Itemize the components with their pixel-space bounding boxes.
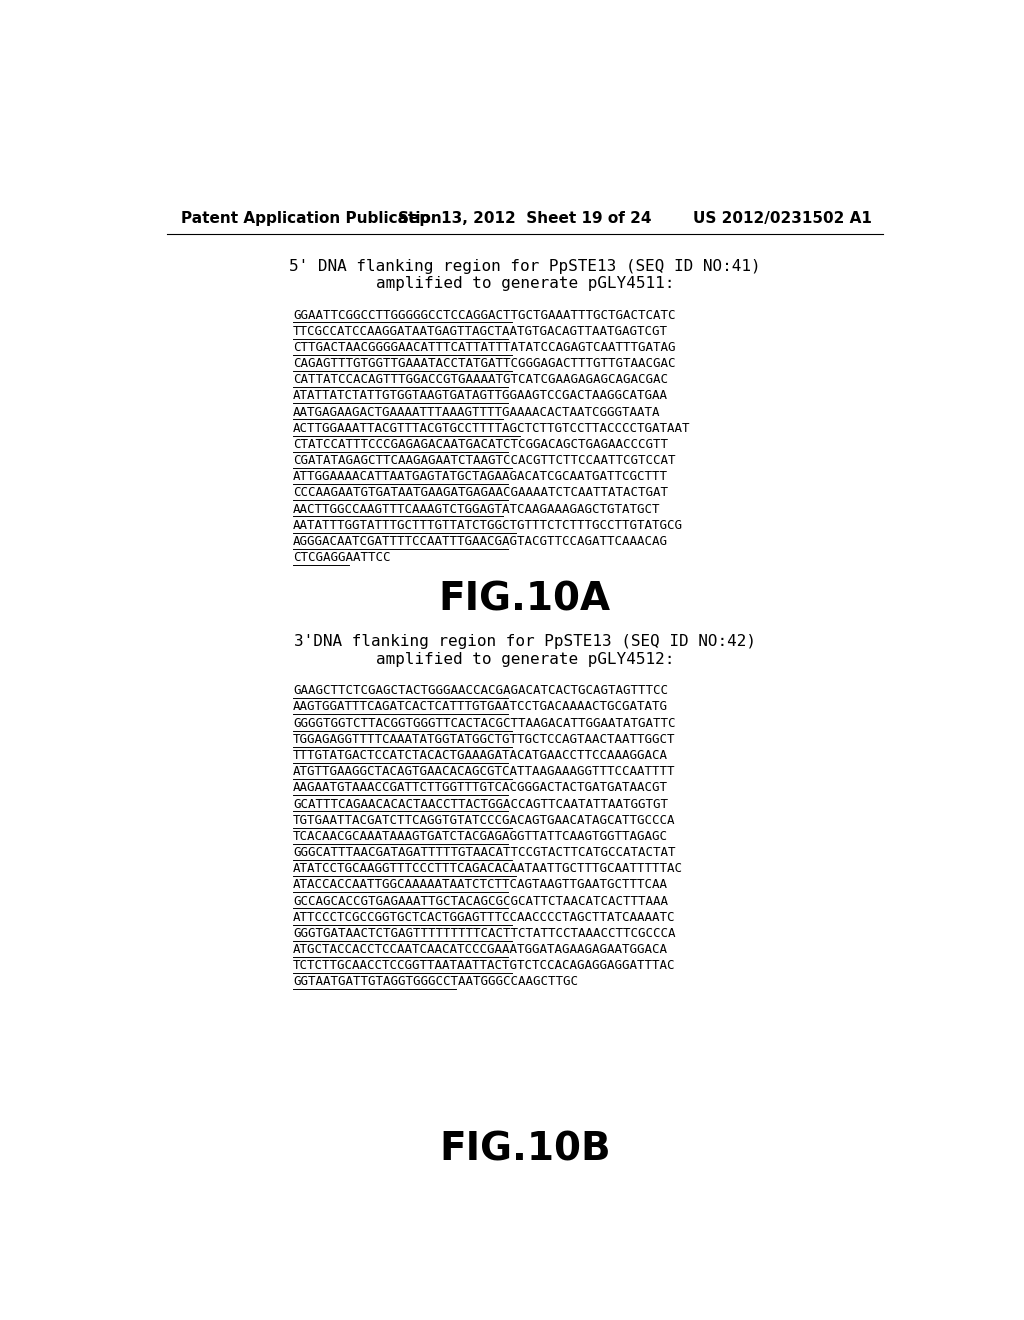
Text: TGTGAATTACGATCTTCAGGTGTATCCCGACAGTGAACATAGCATTGCCCA: TGTGAATTACGATCTTCAGGTGTATCCCGACAGTGAACAT… (293, 813, 676, 826)
Text: GAAGCTTCTCGAGCTACTGGGAACCACGAGACATCACTGCAGTAGTTTCC: GAAGCTTCTCGAGCTACTGGGAACCACGAGACATCACTGC… (293, 684, 668, 697)
Text: amplified to generate pGLY4511:: amplified to generate pGLY4511: (376, 276, 674, 292)
Text: Patent Application Publication: Patent Application Publication (180, 211, 441, 226)
Text: ATACCACCAATTGGCAAAAATAATCTCTTCAGTAAGTTGAATGCTTTCAA: ATACCACCAATTGGCAAAAATAATCTCTTCAGTAAGTTGA… (293, 878, 668, 891)
Text: ATATCCTGCAAGGTTTCCCTTTCAGACACAATAATTGCTTTGCAATTTTTAC: ATATCCTGCAAGGTTTCCCTTTCAGACACAATAATTGCTT… (293, 862, 683, 875)
Text: TGGAGAGGTTTTCAAATATGGTATGGCTGTTGCTCCAGTAACTAATTGGCT: TGGAGAGGTTTTCAAATATGGTATGGCTGTTGCTCCAGTA… (293, 733, 676, 746)
Text: TTCGCCATCCAAGGATAATGAGTTAGCTAATGTGACAGTTAATGAGTCGT: TTCGCCATCCAAGGATAATGAGTTAGCTAATGTGACAGTT… (293, 325, 668, 338)
Text: CATTATCCACAGTTTGGACCGTGAAAATGTCATCGAAGAGAGCAGACGAC: CATTATCCACAGTTTGGACCGTGAAAATGTCATCGAAGAG… (293, 374, 668, 387)
Text: ATATTATCTATTGTGGTAAGTGATAGTTGGAAGTCCGACTAAGGCATGAA: ATATTATCTATTGTGGTAAGTGATAGTTGGAAGTCCGACT… (293, 389, 668, 403)
Text: 3'DNA flanking region for PpSTE13 (SEQ ID NO:42): 3'DNA flanking region for PpSTE13 (SEQ I… (294, 635, 756, 649)
Text: ACTTGGAAATTACGTTTACGTGCCTTTTAGCTCTTGTCCTTACCCCTGATAAT: ACTTGGAAATTACGTTTACGTGCCTTTTAGCTCTTGTCCT… (293, 422, 690, 434)
Text: FIG.10B: FIG.10B (439, 1130, 610, 1168)
Text: GGAATTCGGCCTTGGGGGCCTCCAGGACTTGCTGAAATTTGCTGACTCATC: GGAATTCGGCCTTGGGGGCCTCCAGGACTTGCTGAAATTT… (293, 309, 676, 322)
Text: GGGTGATAACTCTGAGTTTTTTTTTCACTTCTATTCCTAAACCTTCGCCCA: GGGTGATAACTCTGAGTTTTTTTTTCACTTCTATTCCTAA… (293, 927, 676, 940)
Text: ATTCCCTCGCCGGTGCTCACTGGAGTTTCCAACCCCTAGCTTATCAAAATC: ATTCCCTCGCCGGTGCTCACTGGAGTTTCCAACCCCTAGC… (293, 911, 676, 924)
Text: CTATCCATTTCCCGAGAGACAATGACATCTCGGACAGCTGAGAACCCGTT: CTATCCATTTCCCGAGAGACAATGACATCTCGGACAGCTG… (293, 438, 668, 451)
Text: CGATATAGAGCTTCAAGAGAATCTAAGTCCACGTTCTTCCAATTCGTCCAT: CGATATAGAGCTTCAAGAGAATCTAAGTCCACGTTCTTCC… (293, 454, 676, 467)
Text: CAGAGTTTGTGGTTGAAATACCTATGATTCGGGAGACTTTGTTGTAACGAC: CAGAGTTTGTGGTTGAAATACCTATGATTCGGGAGACTTT… (293, 358, 676, 370)
Text: AACTTGGCCAAGTTTCAAAGTCTGGAGTATCAAGAAAGAGCTGTATGCT: AACTTGGCCAAGTTTCAAAGTCTGGAGTATCAAGAAAGAG… (293, 503, 660, 516)
Text: US 2012/0231502 A1: US 2012/0231502 A1 (693, 211, 872, 226)
Text: CCCAAGAATGTGATAATGAAGATGAGAACGAAAATCTCAATTATACTGAT: CCCAAGAATGTGATAATGAAGATGAGAACGAAAATCTCAA… (293, 487, 668, 499)
Text: amplified to generate pGLY4512:: amplified to generate pGLY4512: (376, 652, 674, 667)
Text: GCCAGCACCGTGAGAAATTGCTACAGCGCGCATTCTAACATCACTTTAAA: GCCAGCACCGTGAGAAATTGCTACAGCGCGCATTCTAACA… (293, 895, 668, 908)
Text: TCACAACGCAAATAAAGTGATCTACGAGAGGTTATTCAAGTGGTTAGAGC: TCACAACGCAAATAAAGTGATCTACGAGAGGTTATTCAAG… (293, 830, 668, 843)
Text: GGGGTGGTCTTACGGTGGGTTCACTACGCTTAAGACATTGGAATATGATTC: GGGGTGGTCTTACGGTGGGTTCACTACGCTTAAGACATTG… (293, 717, 676, 730)
Text: GGGCATTTAACGATAGATTTTTGTAACATTCCGTACTTCATGCCATACTAT: GGGCATTTAACGATAGATTTTTGTAACATTCCGTACTTCA… (293, 846, 676, 859)
Text: CTTGACTAACGGGGAACATTTCATTATTTATATCCAGAGTCAATTTGATAG: CTTGACTAACGGGGAACATTTCATTATTTATATCCAGAGT… (293, 341, 676, 354)
Text: FIG.10A: FIG.10A (438, 581, 611, 618)
Text: Sep. 13, 2012  Sheet 19 of 24: Sep. 13, 2012 Sheet 19 of 24 (398, 211, 651, 226)
Text: TTTGTATGACTCCATCTACACTGAAAGATACATGAACCTTCCAAAGGACA: TTTGTATGACTCCATCTACACTGAAAGATACATGAACCTT… (293, 748, 668, 762)
Text: ATTGGAAAACATTAATGAGTATGCTAGAAGACATCGCAATGATTCGCTTT: ATTGGAAAACATTAATGAGTATGCTAGAAGACATCGCAAT… (293, 470, 668, 483)
Text: CTCGAGGAATTCC: CTCGAGGAATTCC (293, 552, 390, 564)
Text: AAGTGGATTTCAGATCACTCATTTGTGAATCCTGACAAAACTGCGATATG: AAGTGGATTTCAGATCACTCATTTGTGAATCCTGACAAAA… (293, 701, 668, 714)
Text: TCTCTTGCAACCTCCGGTTAATAATTACTGTCTCCACAGAGGAGGATTTAC: TCTCTTGCAACCTCCGGTTAATAATTACTGTCTCCACAGA… (293, 960, 676, 973)
Text: ATGCTACCACCTCCAATCAACATCCCGAAATGGATAGAAGAGAATGGACA: ATGCTACCACCTCCAATCAACATCCCGAAATGGATAGAAG… (293, 942, 668, 956)
Text: GGTAATGATTGTAGGTGGGCCTAATGGGCCAAGCTTGC: GGTAATGATTGTAGGTGGGCCTAATGGGCCAAGCTTGC (293, 975, 579, 989)
Text: AGGGACAATCGATTTTCCAATTTGAACGAGTACGTTCCAGATTCAAACAG: AGGGACAATCGATTTTCCAATTTGAACGAGTACGTTCCAG… (293, 535, 668, 548)
Text: AATGAGAAGACTGAAAATTTAAAGTTTTGAAAACACTAATCGGGTAATA: AATGAGAAGACTGAAAATTTAAAGTTTTGAAAACACTAAT… (293, 405, 660, 418)
Text: ATGTTGAAGGCTACAGTGAACACAGCGTCATTAAGAAAGGTTTCCAATTTT: ATGTTGAAGGCTACAGTGAACACAGCGTCATTAAGAAAGG… (293, 766, 676, 779)
Text: AAGAATGTAAACCGATTCTTGGTTTGTCACGGGACTACTGATGATAACGT: AAGAATGTAAACCGATTCTTGGTTTGTCACGGGACTACTG… (293, 781, 668, 795)
Text: AATATTTGGTATTTGCTTTGTTATCTGGCTGTTTCTCTTTGCCTTGTATGCG: AATATTTGGTATTTGCTTTGTTATCTGGCTGTTTCTCTTT… (293, 519, 683, 532)
Text: GCATTTCAGAACACACTAACCTTACTGGACCAGTTCAATATTAATGGTGT: GCATTTCAGAACACACTAACCTTACTGGACCAGTTCAATA… (293, 797, 668, 810)
Text: 5' DNA flanking region for PpSTE13 (SEQ ID NO:41): 5' DNA flanking region for PpSTE13 (SEQ … (289, 259, 761, 273)
